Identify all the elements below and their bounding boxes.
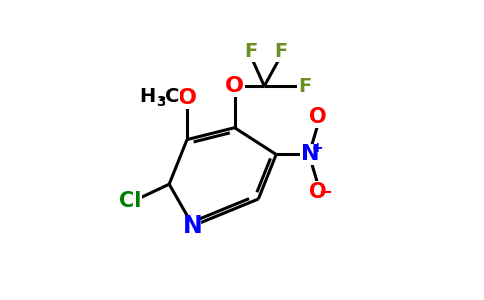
Text: N: N bbox=[183, 214, 203, 238]
Text: O: O bbox=[178, 88, 197, 108]
Text: F: F bbox=[274, 42, 287, 62]
Text: −: − bbox=[318, 182, 332, 200]
Text: H: H bbox=[139, 87, 156, 106]
Text: Cl: Cl bbox=[119, 190, 141, 211]
Text: F: F bbox=[298, 76, 311, 96]
Text: O: O bbox=[309, 182, 327, 202]
Text: +: + bbox=[311, 141, 323, 155]
Text: 3: 3 bbox=[156, 94, 166, 109]
Text: F: F bbox=[244, 42, 257, 62]
Text: O: O bbox=[309, 107, 327, 127]
Text: O: O bbox=[225, 76, 244, 96]
Text: N: N bbox=[301, 145, 319, 164]
Polygon shape bbox=[185, 220, 200, 232]
Text: C: C bbox=[166, 87, 180, 106]
